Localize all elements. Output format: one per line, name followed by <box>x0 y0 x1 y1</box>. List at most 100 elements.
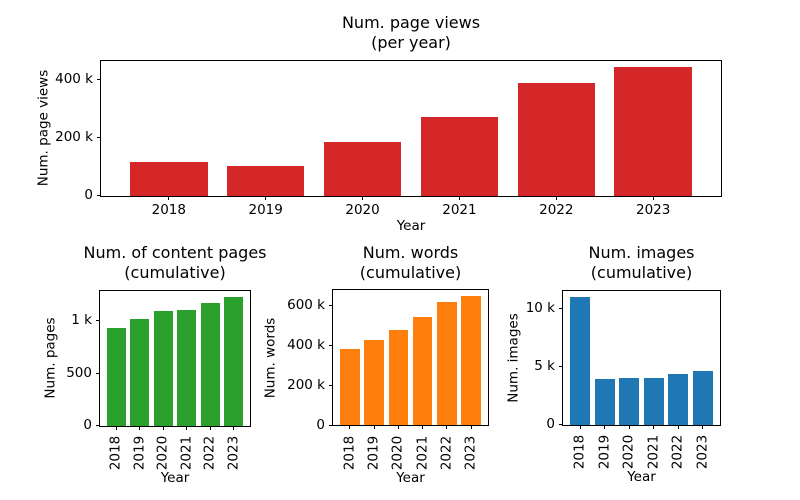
bar-2018 <box>107 327 126 426</box>
x-tick-mark <box>628 424 630 429</box>
x-tick-mark <box>470 425 472 429</box>
x-tick-label: 2022 <box>201 435 218 471</box>
y-tick-label: 200 k <box>55 128 93 145</box>
chart-title: Num. of content pages (cumulative) <box>83 243 266 283</box>
y-tick-mark <box>559 308 563 310</box>
x-tick-mark <box>265 195 267 200</box>
x-axis-label: Year <box>396 470 425 486</box>
y-tick-label: 400 k <box>55 70 93 87</box>
chart-title-line1: Num. words <box>362 243 459 262</box>
x-tick-label: 2020 <box>345 201 380 218</box>
chart-title-line1: Num. page views <box>341 13 481 32</box>
bar-2022 <box>200 302 220 426</box>
bar-2021 <box>412 317 433 425</box>
x-tick-label: 2019 <box>248 201 283 218</box>
x-tick-label: 2018 <box>341 435 358 471</box>
plot-area <box>100 60 722 197</box>
bar-2020 <box>388 330 409 425</box>
x-tick-label: 2021 <box>645 434 662 470</box>
x-tick-mark <box>186 425 188 430</box>
y-tick-label: 400 k <box>287 336 325 353</box>
bar-2023 <box>461 296 481 425</box>
bar-2023 <box>693 371 713 425</box>
x-tick-label: 2020 <box>154 435 171 471</box>
y-tick-label: 10 k <box>525 300 555 317</box>
bar-2021 <box>643 378 664 425</box>
bar-2022 <box>668 374 689 425</box>
y-tick-label: 0 <box>546 416 555 432</box>
chart-title: Num. words (cumulative) <box>360 243 461 283</box>
x-tick-mark <box>139 425 141 430</box>
x-tick-mark <box>168 195 170 200</box>
y-tick-label: 200 k <box>287 376 325 393</box>
y-tick-label: 0 <box>84 187 93 203</box>
y-tick-label: 1 k <box>71 312 92 328</box>
x-tick-label: 2023 <box>636 201 671 218</box>
x-axis-label: Year <box>627 469 656 485</box>
bar-2019 <box>226 166 305 196</box>
bar-2019 <box>130 319 150 426</box>
chart-title-line2: (cumulative) <box>124 263 226 282</box>
y-tick-mark <box>96 372 100 374</box>
y-tick-mark <box>96 320 100 321</box>
x-tick-label: 2020 <box>620 434 637 470</box>
chart-title-line2: (per year) <box>371 33 451 52</box>
bar-2021 <box>420 116 499 196</box>
chart-title-line2: (cumulative) <box>359 263 462 282</box>
x-tick-label: 2018 <box>571 434 588 470</box>
bar-2018 <box>570 297 590 425</box>
bar-2020 <box>619 378 640 425</box>
x-tick-mark <box>349 425 351 429</box>
chart-title: Num. images (cumulative) <box>588 243 694 283</box>
x-tick-mark <box>162 425 164 430</box>
bar-2018 <box>130 162 208 196</box>
x-tick-label: 2020 <box>389 435 406 471</box>
x-tick-mark <box>604 424 606 429</box>
chart-title-line2: (cumulative) <box>590 263 693 282</box>
x-tick-mark <box>373 425 375 429</box>
x-tick-mark <box>702 424 704 429</box>
x-tick-label: 2021 <box>178 435 195 471</box>
y-tick-label: 5 k <box>534 358 555 375</box>
x-tick-mark <box>677 424 679 429</box>
x-tick-mark <box>446 425 448 429</box>
y-tick-mark <box>329 304 333 306</box>
y-tick-mark <box>329 424 333 426</box>
plot-area <box>332 289 489 426</box>
y-tick-label: 0 <box>83 417 92 433</box>
x-tick-mark <box>422 425 424 429</box>
y-tick-mark <box>329 384 333 386</box>
bar-2023 <box>224 297 243 426</box>
bar-2018 <box>340 349 360 425</box>
chart-title-line1: Num. images <box>588 243 695 262</box>
x-tick-mark <box>652 195 654 200</box>
bar-2020 <box>323 141 402 196</box>
y-tick-mark <box>559 366 563 368</box>
y-tick-mark <box>97 136 101 138</box>
x-tick-mark <box>362 195 364 200</box>
x-tick-label: 2021 <box>442 201 477 218</box>
x-axis-label: Year <box>396 218 426 234</box>
x-tick-label: 2019 <box>131 435 148 471</box>
chart-title: Num. page views (per year) <box>342 13 480 53</box>
x-tick-label: 2023 <box>694 434 711 470</box>
x-tick-label: 2018 <box>151 201 186 218</box>
bar-2020 <box>153 311 173 426</box>
x-axis-label: Year <box>160 470 190 486</box>
bar-2023 <box>614 67 692 196</box>
y-tick-mark <box>97 78 101 80</box>
plot-area <box>562 290 721 426</box>
bar-2021 <box>177 310 197 426</box>
bar-2019 <box>364 340 384 425</box>
bar-2022 <box>437 302 457 425</box>
x-tick-label: 2022 <box>438 435 455 471</box>
x-tick-label: 2021 <box>414 435 431 471</box>
x-tick-label: 2018 <box>107 435 124 471</box>
y-tick-mark <box>329 344 333 346</box>
x-tick-mark <box>233 425 235 430</box>
x-tick-label: 2019 <box>365 435 382 471</box>
bar-2022 <box>517 83 596 196</box>
bar-2019 <box>594 379 615 425</box>
x-tick-mark <box>579 424 581 429</box>
y-tick-mark <box>559 424 563 425</box>
